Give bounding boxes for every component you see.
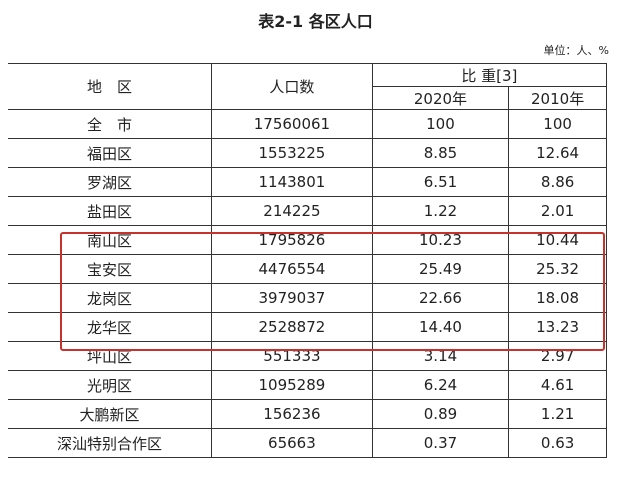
cell-ratio-2010: 12.64	[508, 138, 607, 168]
header-2010: 2010年	[508, 86, 607, 110]
cell-population: 3979037	[211, 283, 373, 313]
cell-region: 南山区	[8, 225, 213, 255]
table-row: 盐田区 214225 1.22 2.01	[8, 196, 607, 226]
table-row: 龙华区 2528872 14.40 13.23	[8, 312, 607, 342]
cell-ratio-2020: 25.49	[371, 254, 510, 284]
cell-region: 罗湖区	[8, 167, 213, 197]
cell-ratio-2020: 8.85	[371, 138, 510, 168]
cell-population: 65663	[211, 428, 373, 458]
table-row: 光明区 1095289 6.24 4.61	[8, 370, 607, 400]
cell-region: 大鹏新区	[8, 399, 213, 429]
population-table: 地 区 人口数 比 重[3] 2020年 2010年 全 市 17560061 10…	[8, 63, 608, 458]
header-2020: 2020年	[372, 86, 510, 110]
cell-population: 2528872	[211, 312, 373, 342]
cell-region: 光明区	[8, 370, 213, 400]
cell-ratio-2010: 4.61	[508, 370, 607, 400]
cell-region: 龙华区	[8, 312, 213, 342]
cell-ratio-2010: 13.23	[508, 312, 607, 342]
cell-population: 156236	[211, 399, 373, 429]
table-row: 福田区 1553225 8.85 12.64	[8, 138, 607, 168]
table-row: 罗湖区 1143801 6.51 8.86	[8, 167, 607, 197]
cell-region: 宝安区	[8, 254, 213, 284]
cell-ratio-2010: 2.97	[508, 341, 607, 371]
cell-population: 17560061	[211, 109, 373, 139]
cell-ratio-2010: 10.44	[508, 225, 607, 255]
cell-ratio-2010: 0.63	[508, 428, 607, 458]
cell-region: 全 市	[8, 109, 213, 139]
cell-ratio-2010: 18.08	[508, 283, 607, 313]
cell-population: 1143801	[211, 167, 373, 197]
cell-ratio-2020: 10.23	[371, 225, 510, 255]
table-row: 坪山区 551333 3.14 2.97	[8, 341, 607, 371]
cell-region: 福田区	[8, 138, 213, 168]
cell-population: 1795826	[211, 225, 373, 255]
unit-label: 单位：人、%	[543, 44, 609, 57]
table-row: 全 市 17560061 100 100	[8, 109, 607, 139]
cell-population: 4476554	[211, 254, 373, 284]
cell-ratio-2010: 1.21	[508, 399, 607, 429]
cell-ratio-2020: 6.24	[371, 370, 510, 400]
cell-population: 1095289	[211, 370, 373, 400]
cell-ratio-2020: 14.40	[371, 312, 510, 342]
cell-region: 龙岗区	[8, 283, 213, 313]
cell-region: 深汕特别合作区	[8, 428, 213, 458]
cell-ratio-2020: 0.89	[371, 399, 510, 429]
table-row: 南山区 1795826 10.23 10.44	[8, 225, 607, 255]
table-title: 表2-1 各区人口	[258, 12, 373, 31]
cell-population: 1553225	[211, 138, 373, 168]
cell-population: 214225	[211, 196, 373, 226]
cell-ratio-2020: 3.14	[371, 341, 510, 371]
cell-ratio-2010: 100	[508, 109, 607, 139]
cell-ratio-2010: 25.32	[508, 254, 607, 284]
table-row: 大鹏新区 156236 0.89 1.21	[8, 399, 607, 429]
cell-ratio-2020: 0.37	[371, 428, 510, 458]
cell-population: 551333	[211, 341, 373, 371]
cell-region: 坪山区	[8, 341, 213, 371]
header-region: 地 区	[8, 63, 213, 110]
table-row: 龙岗区 3979037 22.66 18.08	[8, 283, 607, 313]
table-row: 深汕特别合作区 65663 0.37 0.63	[8, 428, 607, 458]
cell-ratio-2020: 100	[371, 109, 510, 139]
cell-ratio-2010: 2.01	[508, 196, 607, 226]
table-row: 宝安区 4476554 25.49 25.32	[8, 254, 607, 284]
cell-ratio-2020: 1.22	[371, 196, 510, 226]
cell-ratio-2010: 8.86	[508, 167, 607, 197]
header-population: 人口数	[211, 63, 373, 110]
cell-ratio-2020: 22.66	[371, 283, 510, 313]
cell-ratio-2020: 6.51	[371, 167, 510, 197]
header-ratio: 比 重[3]	[371, 63, 608, 87]
cell-region: 盐田区	[8, 196, 213, 226]
